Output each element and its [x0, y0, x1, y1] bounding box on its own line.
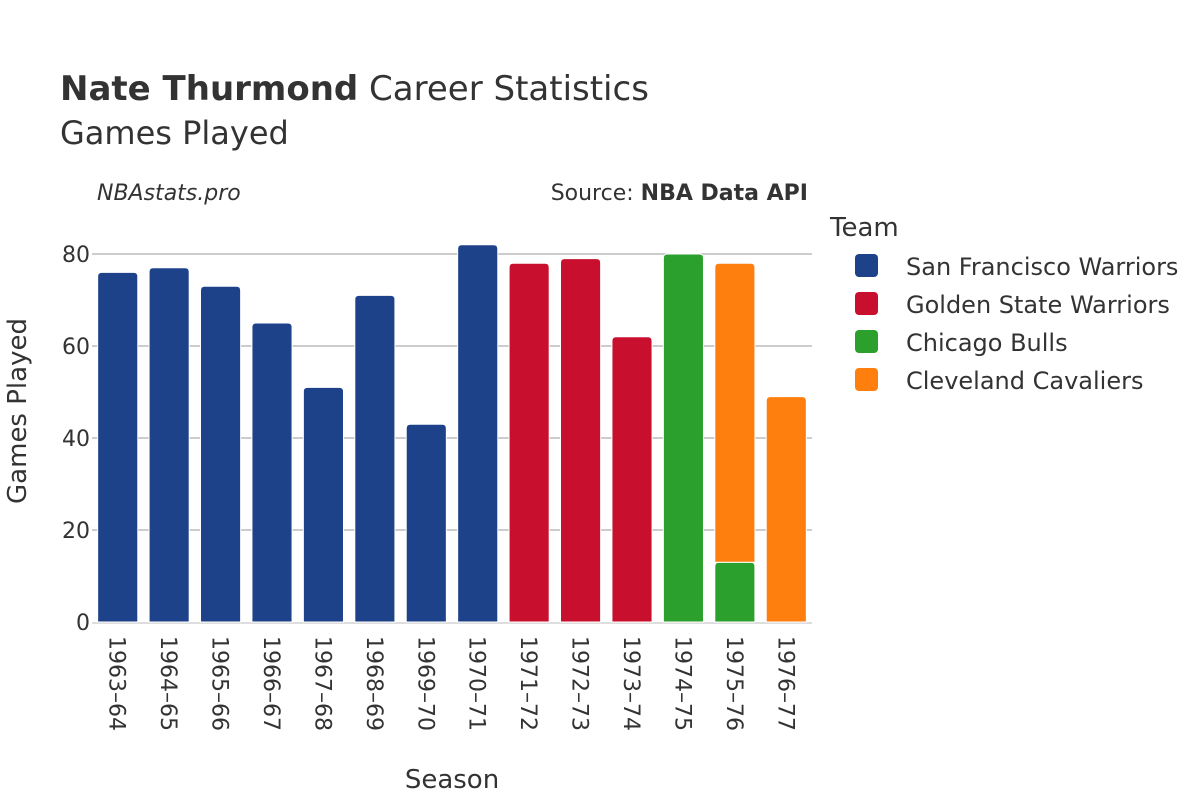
bars — [97, 244, 807, 623]
x-tick-label: 1971–72 — [515, 636, 540, 731]
x-tick-label: 1969–70 — [412, 636, 437, 731]
legend-swatch — [855, 330, 878, 353]
bar — [508, 262, 550, 623]
x-tick-label: 1974–75 — [669, 636, 694, 731]
gridlines — [92, 253, 812, 624]
x-tick-label: 1967–68 — [309, 636, 334, 731]
source-prefix: Source: — [551, 181, 641, 206]
bar — [354, 294, 396, 623]
legend-swatch — [855, 254, 878, 277]
legend-label: Golden State Warriors — [906, 291, 1170, 319]
legend-items: San Francisco Warriors Golden State Warri… — [855, 253, 1178, 395]
chart-title: Nate Thurmond Career Statistics — [60, 69, 649, 109]
x-tick-label: 1968–69 — [361, 636, 386, 731]
y-tick-label: 0 — [76, 611, 90, 636]
legend-label: Chicago Bulls — [906, 329, 1068, 357]
x-tick-label: 1963–64 — [104, 636, 129, 731]
y-tick-label: 60 — [62, 335, 90, 360]
chart-title-rest: Career Statistics — [358, 69, 649, 109]
bar — [302, 386, 344, 623]
legend: Team San Francisco Warriors Golden State … — [829, 213, 1178, 395]
bar — [457, 244, 499, 623]
x-tick-label: 1973–74 — [618, 636, 643, 731]
legend-title: Team — [829, 213, 899, 243]
source-text: Source: NBA Data API — [551, 181, 808, 206]
legend-swatch — [855, 292, 878, 315]
x-tick-label: 1965–66 — [207, 636, 232, 731]
y-tick-label: 20 — [62, 519, 90, 544]
x-tick-label: 1976–77 — [772, 636, 797, 731]
bar — [405, 423, 447, 623]
x-tick-label: 1972–73 — [567, 636, 592, 731]
chart-title-bold: Nate Thurmond — [60, 69, 358, 109]
bar — [714, 262, 756, 563]
bar — [97, 271, 139, 623]
source-name: NBA Data API — [641, 181, 808, 206]
x-tick-label: 1975–76 — [721, 636, 746, 731]
bar — [714, 561, 756, 623]
x-tick-label: 1964–65 — [155, 636, 180, 731]
bar — [200, 285, 242, 623]
y-tick-label: 40 — [62, 427, 90, 452]
watermark-text: NBAstats.pro — [97, 181, 241, 206]
x-tick-labels: 1963–64 1964–65 1965–66 1966–67 1967–68 1968–… — [104, 636, 798, 731]
bar — [560, 258, 602, 623]
x-tick-label: 1970–71 — [464, 636, 489, 731]
x-axis-label: Season — [405, 765, 499, 795]
bar — [765, 396, 807, 623]
legend-label: San Francisco Warriors — [906, 253, 1178, 281]
y-tick-label: 80 — [62, 243, 90, 268]
y-axis-label: Games Played — [3, 318, 33, 504]
legend-label: Cleveland Cavaliers — [906, 367, 1143, 395]
x-tick-label: 1966–67 — [258, 636, 283, 731]
bar — [251, 322, 293, 623]
y-tick-labels: 0 20 40 60 80 — [62, 243, 90, 636]
bar — [148, 267, 190, 623]
bar — [611, 336, 653, 623]
bar — [662, 253, 704, 623]
chart-subtitle: Games Played — [60, 114, 289, 152]
legend-swatch — [855, 368, 878, 391]
